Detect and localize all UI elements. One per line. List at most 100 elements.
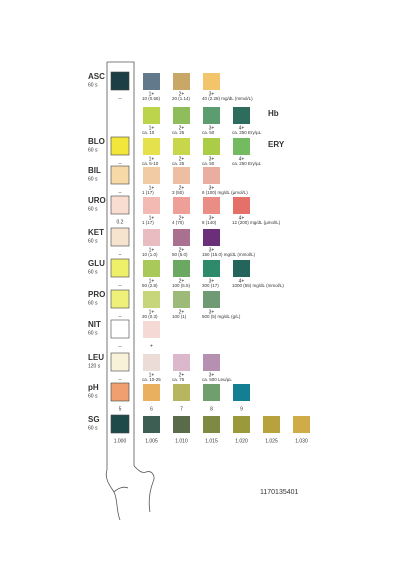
color-swatch — [143, 416, 160, 433]
level-value: 6 (100) mg/dL (µmol/L) — [202, 190, 248, 195]
hand-outline — [105, 465, 155, 521]
level-grade: 1+ — [149, 185, 155, 191]
level-grade: 3+ — [209, 215, 215, 221]
color-swatch — [143, 138, 160, 155]
level-value: ca. 5-10 — [142, 161, 159, 166]
color-swatch — [173, 291, 190, 308]
level-grade: 3+ — [209, 372, 215, 378]
color-swatch — [143, 321, 160, 338]
color-swatch — [173, 354, 190, 371]
level-grade: 2+ — [179, 372, 185, 378]
color-swatch — [203, 260, 220, 277]
row-time: 60 s — [88, 238, 98, 244]
level-grade: 1.020 — [235, 438, 248, 444]
level-grade: 2+ — [179, 278, 185, 284]
color-swatch — [203, 197, 220, 214]
level-grade: 7 — [180, 406, 183, 412]
row-name: ASC — [88, 72, 105, 81]
color-swatch — [203, 291, 220, 308]
color-swatch — [173, 384, 190, 401]
level-grade: 4+ — [239, 125, 245, 131]
color-swatch — [203, 107, 220, 124]
strip-grade: – — [119, 343, 122, 349]
level-grade: 1+ — [149, 156, 155, 162]
level-grade: 3+ — [209, 156, 215, 162]
level-grade: 2+ — [179, 215, 185, 221]
level-value: ca. 75 — [172, 377, 185, 382]
color-swatch — [233, 107, 250, 124]
row-time: 60 s — [88, 425, 98, 431]
color-swatch — [203, 73, 220, 90]
level-value: 500 (5) mg/dL (g/L) — [202, 314, 241, 319]
strip-pad — [110, 414, 130, 434]
level-value: 30 (0.3) — [142, 314, 158, 319]
test-strip — [106, 61, 135, 470]
row-name: BIL — [88, 166, 101, 175]
color-swatch — [173, 73, 190, 90]
color-swatch — [203, 354, 220, 371]
level-value: 300 (17) — [202, 283, 219, 288]
row-time: 60 s — [88, 393, 98, 399]
level-grade: 3+ — [209, 309, 215, 315]
strip-pad — [110, 227, 130, 247]
color-swatch — [143, 229, 160, 246]
color-swatch — [143, 197, 160, 214]
level-value: 1000 (55) mg/dL (mmol/L) — [232, 283, 284, 288]
level-value: 10 (0.56) — [142, 96, 161, 101]
color-swatch — [263, 416, 280, 433]
level-grade: + — [150, 343, 153, 349]
strip-pad — [110, 165, 130, 185]
level-grade: 1+ — [149, 215, 155, 221]
color-swatch — [143, 384, 160, 401]
strip-grade: – — [119, 189, 122, 195]
level-value: 10 (1.0) — [142, 252, 158, 257]
color-swatch — [173, 167, 190, 184]
row-time: 60 s — [88, 147, 98, 153]
level-value: 150 (15.0) mg/dL (mmol/L) — [202, 252, 256, 257]
row-time: 60 s — [88, 300, 98, 306]
level-value: ca. 250 Ery/µL — [232, 130, 262, 135]
strip-grade: – — [119, 95, 122, 101]
strip-grade: – — [119, 282, 122, 288]
level-grade: 2+ — [179, 247, 185, 253]
row-name: LEU — [88, 353, 104, 362]
level-grade: 2+ — [179, 309, 185, 315]
color-swatch — [203, 167, 220, 184]
color-swatch — [173, 416, 190, 433]
strip-pad — [110, 71, 130, 91]
level-grade: 3+ — [209, 125, 215, 131]
color-swatch — [173, 138, 190, 155]
row-time: 60 s — [88, 82, 98, 88]
level-grade: 1+ — [149, 372, 155, 378]
color-swatch — [173, 197, 190, 214]
color-swatch — [143, 73, 160, 90]
row-time: 60 s — [88, 206, 98, 212]
level-grade: 6 — [150, 406, 153, 412]
level-grade: 2+ — [179, 156, 185, 162]
color-swatch — [233, 138, 250, 155]
level-value: 40 (2.28) mg/dL (mmol/L) — [202, 96, 253, 101]
level-grade: 1.005 — [145, 438, 158, 444]
strip-pad — [110, 289, 130, 309]
level-value: ca. 50 — [202, 161, 215, 166]
level-grade: 1+ — [149, 278, 155, 284]
strip-grade: 5 — [119, 406, 122, 412]
level-value: ca. 50 — [202, 130, 215, 135]
level-grade: 8 — [210, 406, 213, 412]
color-swatch — [143, 291, 160, 308]
level-grade: 2+ — [179, 185, 185, 191]
level-value: 12 (200) mg/dL (µmol/L) — [232, 220, 281, 225]
row-name: BLO — [88, 137, 105, 146]
level-grade: 3+ — [209, 91, 215, 97]
row-time: 60 s — [88, 330, 98, 336]
color-swatch — [203, 384, 220, 401]
color-swatch — [143, 354, 160, 371]
level-grade: 1+ — [149, 125, 155, 131]
level-value: 8 (140) — [202, 220, 217, 225]
level-grade: 3+ — [209, 185, 215, 191]
level-grade: 2+ — [179, 125, 185, 131]
level-value: 1 (17) — [142, 190, 154, 195]
row-time: 120 s — [88, 363, 101, 369]
strip-grade: – — [119, 313, 122, 319]
